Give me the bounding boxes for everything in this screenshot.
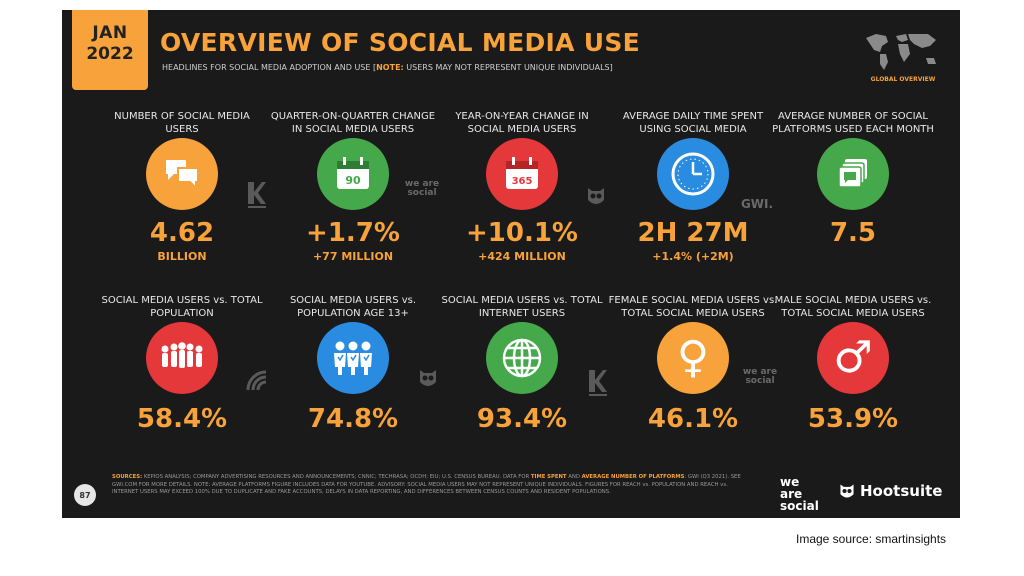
we-are-social-logo-2: we are social [742,367,778,386]
stat-value: +1.7% [306,218,400,248]
hootsuite-name: Hootsuite [860,482,943,500]
stat-male-users: MALE SOCIAL MEDIA USERS vs. TOTAL SOCIAL… [768,294,938,434]
image-source-caption: Image source: smartinsights [796,532,947,546]
svg-text:365: 365 [512,176,533,187]
global-overview-label: GLOBAL OVERVIEW [870,76,936,83]
stat-label: QUARTER-ON-QUARTER CHANGE IN SOCIAL MEDI… [270,111,436,135]
stat-sub: BILLION [157,250,207,263]
stat-value: 53.9% [807,404,899,434]
we-are-social-logo: we are social [404,179,440,198]
stat-label: MALE SOCIAL MEDIA USERS vs. TOTAL SOCIAL… [774,295,932,319]
stat-daily-time: AVERAGE DAILY TIME SPENT USING SOCIAL ME… [608,110,778,263]
female-symbol-icon: ♀ [657,322,729,394]
world-map-icon [866,34,936,70]
subtitle-note: NOTE: [376,63,404,72]
slide-subtitle: HEADLINES FOR SOCIAL MEDIA ADOPTION AND … [162,63,613,72]
date-badge: JAN 2022 [72,10,148,90]
hootsuite-owl-icon [588,188,604,204]
female-symbol-glyph: ♀ [676,332,710,383]
stat-label: SOCIAL MEDIA USERS vs. TOTAL INTERNET US… [441,295,603,319]
sources-body: KEPIOS ANALYSIS; COMPANY ADVERTISING RES… [143,474,531,480]
stat-users-vs-internet: SOCIAL MEDIA USERS vs. TOTAL INTERNET US… [437,294,607,434]
kepios-logo-icon-2 [589,370,607,396]
globe-icon [486,322,558,394]
stat-value: 4.62 [149,218,215,248]
sources-text: SOURCES: KEPIOS ANALYSIS; COMPANY ADVERT… [112,474,752,497]
male-symbol-icon: ♂ [817,322,889,394]
kepios-logo-icon [248,182,266,208]
sources-rest: : GWI (Q3 2021). SEE GWI.COM FOR MORE DE… [112,474,741,495]
crowd-icon [146,322,218,394]
we-are-social-brand: we are social [780,476,819,512]
stat-value: 46.1% [647,404,739,434]
stat-label: YEAR-ON-YEAR CHANGE IN SOCIAL MEDIA USER… [455,111,589,135]
adults-icon [317,322,389,394]
stat-label: AVERAGE DAILY TIME SPENT USING SOCIAL ME… [622,111,764,135]
sources-time-spent: TIME SPENT [530,474,567,480]
datareportal-logo-icon [246,370,267,391]
sources-and: AND [566,474,582,480]
stat-social-media-users: NUMBER OF SOCIAL MEDIA USERS 4.62 BILLIO… [97,110,267,263]
stat-value: 58.4% [136,404,228,434]
date-month: JAN [92,23,128,43]
stat-label: AVERAGE NUMBER OF SOCIAL PLATFORMS USED … [772,111,934,135]
brand-we: we [780,475,800,489]
page-number: 87 [74,484,96,506]
stat-value: 93.4% [476,404,568,434]
stat-label: NUMBER OF SOCIAL MEDIA USERS [114,111,250,135]
stat-label: FEMALE SOCIAL MEDIA USERS vs. TOTAL SOCI… [608,295,778,319]
brand-are: are [780,487,803,501]
subtitle-rest: USERS MAY NOT REPRESENT UNIQUE INDIVIDUA… [403,63,613,72]
stacked-screens-icon [817,138,889,210]
stat-sub: +77 MILLION [312,250,394,263]
stat-users-vs-population: SOCIAL MEDIA USERS vs. TOTAL POPULATION … [97,294,267,434]
male-symbol-glyph: ♂ [833,332,873,383]
stat-label: SOCIAL MEDIA USERS vs. POPULATION AGE 13… [289,295,417,319]
slide: JAN 2022 OVERVIEW OF SOCIAL MEDIA USE HE… [62,10,960,518]
subtitle-main: HEADLINES FOR SOCIAL MEDIA ADOPTION AND … [162,63,377,72]
stat-value: 7.5 [829,218,877,248]
brand-social: social [780,499,819,513]
calendar-365-icon: 365 [486,138,558,210]
stat-quarter-change: QUARTER-ON-QUARTER CHANGE IN SOCIAL MEDI… [268,110,438,263]
stat-label: SOCIAL MEDIA USERS vs. TOTAL POPULATION [101,295,263,319]
calendar-90-icon: 90 [317,138,389,210]
stat-year-change: YEAR-ON-YEAR CHANGE IN SOCIAL MEDIA USER… [437,110,607,263]
hootsuite-brand: Hootsuite [838,482,942,500]
stat-sub: +1.4% (+2M) [652,250,734,263]
gwi-logo: GWI. [740,197,774,211]
sources-label: SOURCES: [112,474,143,480]
slide-title: OVERVIEW OF SOCIAL MEDIA USE [160,28,641,57]
svg-text:90: 90 [345,174,361,187]
date-year: 2022 [86,44,134,64]
stat-users-vs-13plus: SOCIAL MEDIA USERS vs. POPULATION AGE 13… [268,294,438,434]
stat-sub: +424 MILLION [478,250,566,263]
stat-female-users: FEMALE SOCIAL MEDIA USERS vs. TOTAL SOCI… [608,294,778,434]
stat-value: 2H 27M [637,218,749,248]
hootsuite-brand-owl-icon [840,484,854,498]
chat-bubbles-icon [146,138,218,210]
sources-avg-platforms: AVERAGE NUMBER OF PLATFORMS [581,474,685,480]
hootsuite-owl-icon-2 [420,370,436,386]
clock-icon [657,138,729,210]
stat-value: +10.1% [466,218,578,248]
stat-avg-platforms: AVERAGE NUMBER OF SOCIAL PLATFORMS USED … [768,110,938,250]
stat-value: 74.8% [307,404,399,434]
